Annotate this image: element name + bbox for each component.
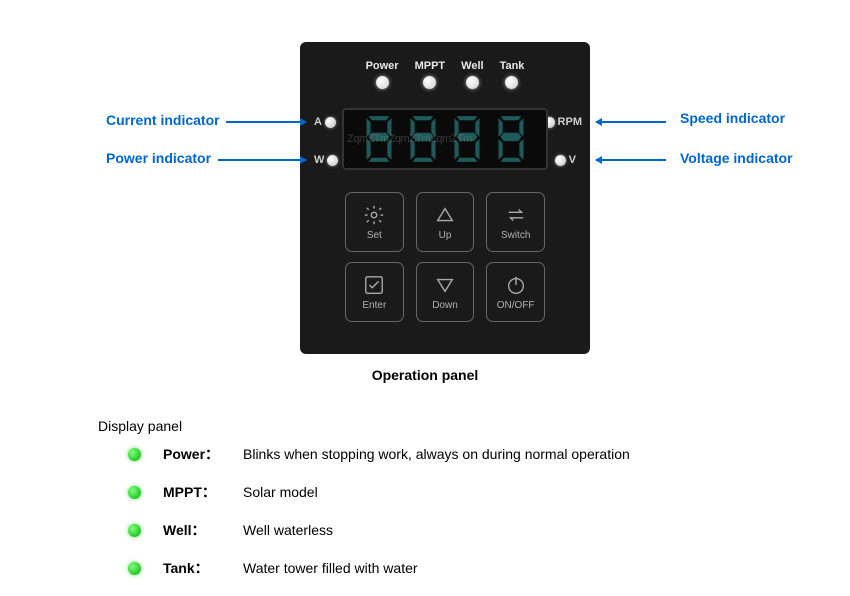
enter-button[interactable]: Enter xyxy=(345,262,404,322)
button-label: Up xyxy=(439,230,452,241)
triangle-up-icon xyxy=(434,204,456,226)
indicator-tank: Tank xyxy=(500,60,525,89)
swap-icon xyxy=(505,204,527,226)
led-tank-icon xyxy=(505,76,518,89)
operation-panel: Power MPPT Well Tank A W RPM V xyxy=(300,42,590,354)
legend: Power： Blinks when stopping work, always… xyxy=(128,444,630,596)
digit-icon xyxy=(447,114,487,164)
legend-row-mppt: MPPT： Solar model xyxy=(128,482,630,502)
button-label: Set xyxy=(367,230,382,241)
unit-w: W xyxy=(314,154,324,166)
led-power-icon xyxy=(376,76,389,89)
legend-label: Tank： xyxy=(163,558,243,578)
switch-button[interactable]: Switch xyxy=(486,192,545,252)
led-well-icon xyxy=(466,76,479,89)
led-green-icon xyxy=(128,486,141,499)
indicator-power: Power xyxy=(366,60,399,89)
indicator-label: Tank xyxy=(500,60,525,72)
led-current: A xyxy=(314,116,336,128)
button-label: Down xyxy=(432,300,458,311)
legend-label: Well： xyxy=(163,520,243,540)
led-power-w: W xyxy=(314,154,338,166)
led-a-icon xyxy=(325,117,336,128)
power-icon xyxy=(505,274,527,296)
legend-row-tank: Tank： Water tower filled with water xyxy=(128,558,630,578)
button-grid: Set Up Switch Enter xyxy=(345,192,545,322)
digit-icon xyxy=(491,114,531,164)
legend-desc: Blinks when stopping work, always on dur… xyxy=(243,446,630,462)
panel-caption: Operation panel xyxy=(0,367,850,383)
button-label: Enter xyxy=(362,300,386,311)
triangle-down-icon xyxy=(434,274,456,296)
led-mppt-icon xyxy=(423,76,436,89)
unit-a: A xyxy=(314,116,322,128)
legend-title: Display panel xyxy=(98,418,182,434)
legend-row-power: Power： Blinks when stopping work, always… xyxy=(128,444,630,464)
digit-icon xyxy=(403,114,443,164)
legend-row-well: Well： Well waterless xyxy=(128,520,630,540)
legend-desc: Well waterless xyxy=(243,522,333,538)
indicator-mppt: MPPT xyxy=(415,60,446,89)
led-green-icon xyxy=(128,524,141,537)
up-button[interactable]: Up xyxy=(416,192,475,252)
set-button[interactable]: Set xyxy=(345,192,404,252)
legend-label: MPPT： xyxy=(163,482,243,502)
indicator-label: Power xyxy=(366,60,399,72)
unit-rpm: RPM xyxy=(558,116,582,128)
callout-current: Current indicator xyxy=(106,112,220,128)
arrow-icon xyxy=(218,159,306,161)
onoff-button[interactable]: ON/OFF xyxy=(486,262,545,322)
indicator-label: MPPT xyxy=(415,60,446,72)
unit-v: V xyxy=(569,154,576,166)
led-green-icon xyxy=(128,562,141,575)
legend-label: Power： xyxy=(163,444,243,464)
callout-speed: Speed indicator xyxy=(680,110,785,126)
down-button[interactable]: Down xyxy=(416,262,475,322)
button-label: ON/OFF xyxy=(497,300,535,311)
callout-power: Power indicator xyxy=(106,150,211,166)
led-voltage: V xyxy=(555,154,576,166)
indicator-well: Well xyxy=(461,60,483,89)
arrow-icon xyxy=(596,159,666,161)
gear-icon xyxy=(363,204,385,226)
led-speed: RPM xyxy=(544,116,582,128)
button-label: Switch xyxy=(501,230,530,241)
top-indicator-row: Power MPPT Well Tank xyxy=(300,60,590,89)
led-v-icon xyxy=(555,155,566,166)
arrow-icon xyxy=(596,121,666,123)
indicator-label: Well xyxy=(461,60,483,72)
seven-segment-display xyxy=(342,108,548,170)
arrow-icon xyxy=(226,121,306,123)
digit-icon xyxy=(359,114,399,164)
legend-desc: Solar model xyxy=(243,484,318,500)
led-w-icon xyxy=(327,155,338,166)
led-green-icon xyxy=(128,448,141,461)
check-icon xyxy=(363,274,385,296)
callout-voltage: Voltage indicator xyxy=(680,150,793,166)
legend-desc: Water tower filled with water xyxy=(243,560,418,576)
